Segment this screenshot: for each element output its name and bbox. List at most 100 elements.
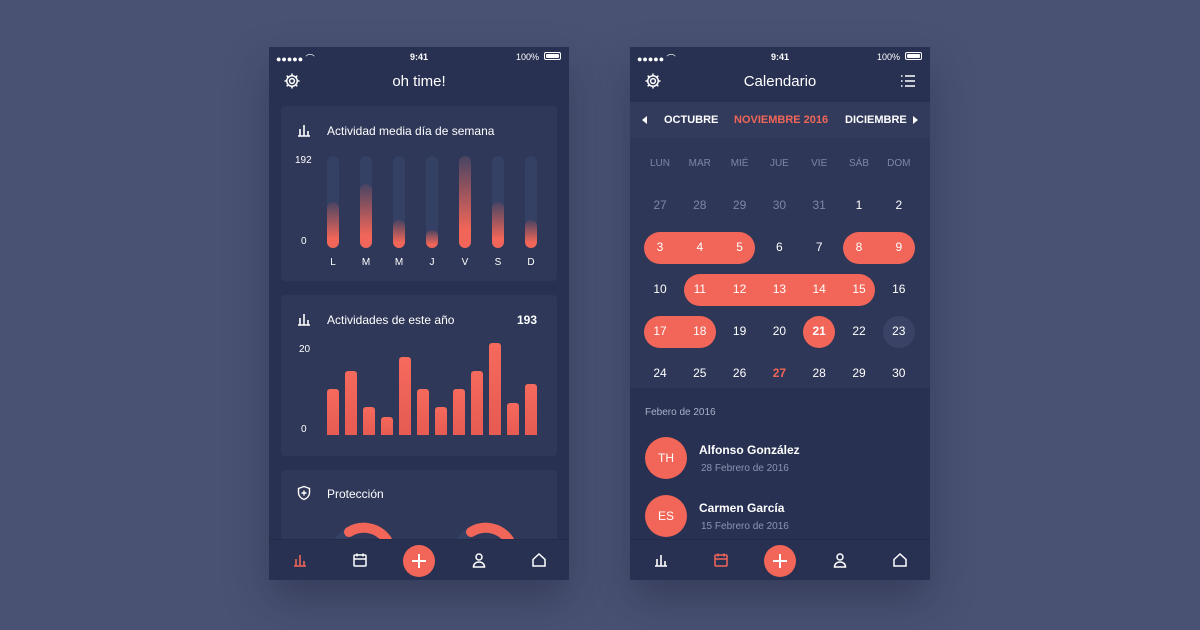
calendar-day[interactable]: 5 — [736, 240, 743, 254]
contact-name: Alfonso González — [699, 443, 800, 457]
weekday-bar — [426, 156, 438, 248]
app-header: Calendario — [630, 67, 930, 97]
bar-chart-icon[interactable] — [653, 552, 669, 568]
year-bar — [381, 417, 393, 435]
weekday-name: VIE — [811, 158, 828, 169]
weekday-bar-fill — [426, 230, 438, 248]
calendar-day[interactable]: 31 — [812, 198, 826, 212]
next-month[interactable]: DICIEMBRE — [845, 114, 907, 126]
calendar-day[interactable]: 6 — [776, 240, 783, 254]
calendar-day[interactable]: 17 — [653, 324, 667, 338]
year-bar — [435, 407, 447, 435]
bar-chart-icon — [298, 125, 310, 137]
weekday-name: DOM — [887, 158, 911, 169]
calendar-day[interactable]: 11 — [693, 282, 707, 296]
weekday-name: LUN — [649, 158, 670, 169]
bar-chart-icon[interactable] — [292, 552, 308, 568]
contact-date: 15 Febrero de 2016 — [701, 521, 789, 532]
calendar-day[interactable]: 13 — [772, 282, 787, 296]
calendar-day[interactable]: 10 — [653, 282, 667, 296]
calendar-day[interactable]: 23 — [892, 324, 906, 338]
current-month: NOVIEMBRE 2016 — [734, 114, 829, 126]
calendar-day[interactable]: 28 — [693, 198, 707, 212]
year-activity-card: Actividades de este año 193 20 0 — [281, 295, 557, 456]
list-icon[interactable] — [900, 74, 916, 88]
calendar-day[interactable]: 1 — [855, 198, 863, 212]
calendar-day[interactable]: 2 — [895, 198, 903, 212]
calendar-day[interactable]: 4 — [696, 240, 704, 254]
weekday-bar — [525, 156, 537, 248]
user-icon[interactable] — [471, 552, 487, 568]
calendar-day[interactable]: 30 — [892, 366, 906, 380]
contact-item[interactable]: ES Carmen García 15 Febrero de 2016 — [645, 495, 915, 539]
weekday-name: JUE — [769, 158, 789, 169]
calendar-day[interactable]: 21 — [812, 324, 826, 338]
calendar-day[interactable]: 14 — [812, 282, 826, 296]
status-time: 9:41 — [409, 52, 428, 62]
status-time: 9:41 — [770, 52, 789, 62]
app-header: oh time! — [269, 67, 569, 97]
calendar-day[interactable]: 25 — [693, 366, 707, 380]
signal-icon: ●●●●● ⌒ — [276, 54, 315, 64]
calendar-day[interactable]: 29 — [852, 366, 866, 380]
calendar-day[interactable]: 24 — [653, 366, 667, 380]
gear-icon[interactable] — [644, 72, 662, 90]
signal-icon: ●●●●● ⌒ — [637, 54, 676, 64]
next-month-icon[interactable] — [913, 116, 918, 124]
calendar-day[interactable]: 7 — [815, 240, 823, 254]
calendar-day[interactable]: 3 — [656, 240, 664, 254]
calendar-day[interactable]: 19 — [732, 324, 747, 338]
tab-bar — [630, 539, 930, 580]
weekday-bar — [360, 156, 372, 248]
contact-item[interactable]: TH Alfonso González 28 Febrero de 2016 — [645, 437, 915, 481]
y-max-label: 192 — [295, 155, 312, 166]
calendar-icon[interactable] — [352, 552, 368, 568]
user-icon[interactable] — [832, 552, 848, 568]
weekday-bar-fill — [459, 156, 471, 248]
calendar-day[interactable]: 22 — [852, 324, 866, 338]
home-icon[interactable] — [531, 552, 547, 568]
status-bar: ●●●●● ⌒ 9:41 100% — [269, 47, 569, 67]
calendar-icon[interactable] — [713, 552, 729, 568]
calendar-day[interactable]: 26 — [732, 366, 747, 380]
calendar-day[interactable]: 9 — [895, 240, 903, 254]
prev-month[interactable]: OCTUBRE — [664, 114, 719, 126]
calendar-day[interactable]: 15 — [852, 282, 866, 296]
selected-range — [843, 232, 915, 264]
weekday-label: S — [494, 257, 502, 268]
gear-icon[interactable] — [283, 72, 301, 90]
weekday-bar — [492, 156, 504, 248]
calendar-day[interactable]: 29 — [732, 198, 747, 212]
prev-month-icon[interactable] — [642, 116, 647, 124]
calendar-day[interactable]: 18 — [693, 324, 707, 338]
weekday-label: V — [461, 257, 469, 268]
weekday-bar-fill — [360, 184, 372, 248]
battery-text: 100% — [515, 52, 539, 62]
calendar-day[interactable]: 8 — [855, 240, 863, 254]
card-title: Actividad media día de semana — [327, 124, 495, 138]
selected-range — [683, 274, 875, 306]
calendar-day[interactable]: 27 — [772, 366, 787, 380]
calendar-screen: ●●●●● ⌒ 9:41 100% Calendario OCTUBRE NOV… — [630, 47, 930, 580]
add-button[interactable] — [403, 545, 435, 577]
calendar-day[interactable]: 20 — [772, 324, 787, 338]
year-bar — [525, 384, 537, 435]
avatar: ES — [645, 495, 687, 537]
year-bar — [399, 357, 411, 435]
calendar-day[interactable]: 12 — [732, 282, 747, 296]
calendar-day[interactable]: 28 — [812, 366, 826, 380]
weekday-name: MAR — [688, 158, 711, 169]
y-max-label: 20 — [299, 344, 311, 355]
add-button[interactable] — [764, 545, 796, 577]
status-bar: ●●●●● ⌒ 9:41 100% — [630, 47, 930, 67]
year-bar — [345, 371, 357, 435]
battery-icon — [544, 52, 561, 60]
contact-name: Carmen García — [699, 501, 785, 515]
weekday-bar — [393, 156, 405, 248]
calendar-day[interactable]: 27 — [653, 198, 667, 212]
weekday-bar-fill — [327, 202, 339, 248]
calendar-day[interactable]: 16 — [892, 282, 906, 296]
card-title: Actividades de este año — [327, 313, 455, 327]
home-icon[interactable] — [892, 552, 908, 568]
calendar-day[interactable]: 30 — [772, 198, 787, 212]
